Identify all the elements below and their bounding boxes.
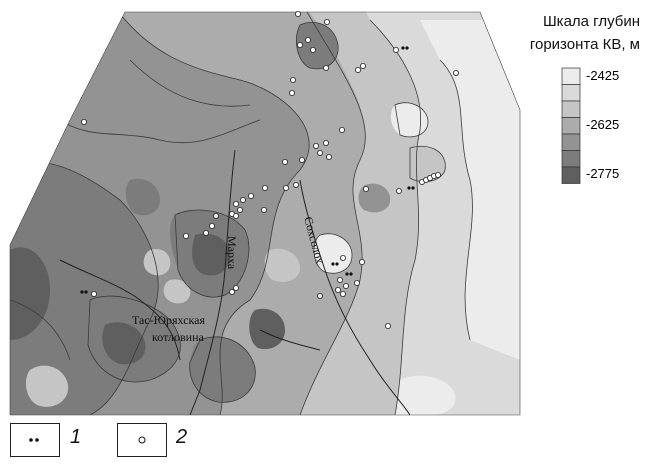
paired-dot-markers bbox=[80, 46, 415, 294]
scale-title-line1: Шкала глубин bbox=[542, 13, 640, 30]
scale-title: Шкала глубин горизонта КВ, м bbox=[530, 10, 640, 56]
scale-swatch bbox=[561, 117, 581, 135]
scale-swatch bbox=[561, 67, 581, 85]
scale-label-bottom: -2775 bbox=[586, 166, 619, 181]
river-label-markha: Марха bbox=[225, 236, 239, 270]
scale-swatch bbox=[561, 150, 581, 168]
legend-box-paired-dots bbox=[10, 423, 60, 457]
rivers bbox=[59, 149, 411, 415]
legend-number-1: 1 bbox=[70, 426, 82, 448]
scale-swatch bbox=[561, 133, 581, 151]
open-circle-icon bbox=[138, 436, 146, 444]
scale-title-line2: горизонта КВ, м bbox=[529, 36, 640, 53]
basin-label-line2: котловина bbox=[152, 330, 205, 344]
contour-lines bbox=[10, 12, 473, 415]
scale-swatches bbox=[561, 67, 581, 184]
depth-scale: -2425 -2625 -2775 bbox=[561, 67, 619, 184]
legend-box-open-circle bbox=[117, 423, 167, 457]
legend-number-2: 2 bbox=[176, 426, 188, 448]
map-frame bbox=[9, 11, 521, 416]
scale-label-mid: -2625 bbox=[586, 117, 619, 132]
open-circle-markers bbox=[81, 10, 459, 329]
scale-swatch bbox=[561, 166, 581, 184]
scale-swatch bbox=[561, 100, 581, 118]
paired-dots-icon bbox=[29, 438, 39, 442]
scale-swatch bbox=[561, 84, 581, 102]
basin-label-line1: Тас-Юряхская bbox=[132, 313, 205, 327]
scale-label-top: -2425 bbox=[586, 68, 619, 83]
